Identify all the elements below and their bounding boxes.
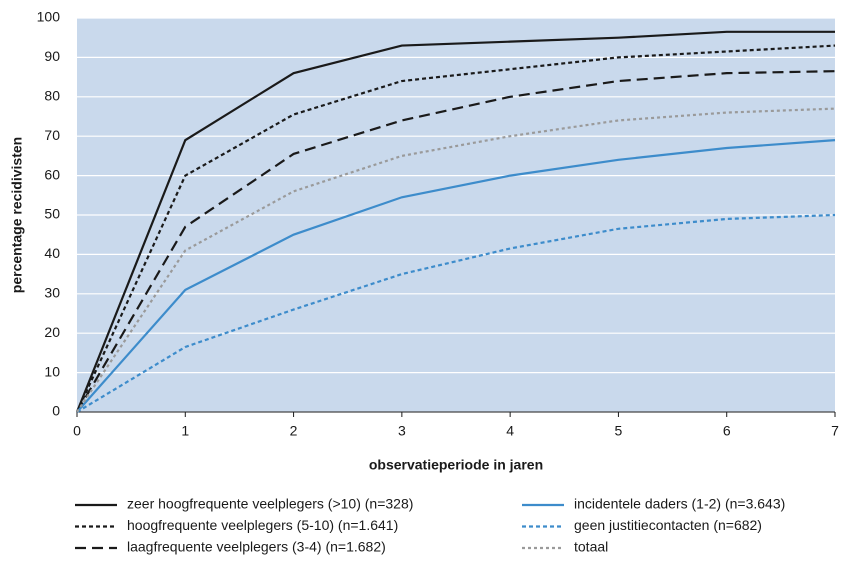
legend-label: incidentele daders (1-2) (n=3.643) xyxy=(574,496,785,512)
y-tick-label: 10 xyxy=(44,363,60,379)
series-line xyxy=(76,213,836,413)
legend-label: hoogfrequente veelplegers (5-10) (n=1.64… xyxy=(127,517,398,533)
legend-label: totaal xyxy=(574,539,608,555)
legend-label: laagfrequente veelplegers (3-4) (n=1.682… xyxy=(127,539,386,555)
x-tick-label: 2 xyxy=(290,423,298,439)
y-tick-label: 100 xyxy=(37,9,61,25)
series-line xyxy=(76,70,836,413)
y-tick-label: 80 xyxy=(44,88,60,104)
x-tick-label: 0 xyxy=(73,423,81,439)
x-axis-title: observatieperiode in jaren xyxy=(369,457,543,473)
x-tick-label: 7 xyxy=(831,423,839,439)
legend-label: geen justitiecontacten (n=682) xyxy=(574,517,762,533)
y-tick-label: 20 xyxy=(44,324,60,340)
y-tick-label: 90 xyxy=(44,48,60,64)
x-tick-label: 4 xyxy=(506,423,514,439)
y-tick-label: 60 xyxy=(44,166,60,182)
series-line xyxy=(76,107,836,413)
x-tick-label: 3 xyxy=(398,423,406,439)
x-tick-label: 1 xyxy=(181,423,189,439)
series-line xyxy=(75,30,835,413)
y-tick-label: 70 xyxy=(44,127,60,143)
y-tick-label: 0 xyxy=(52,403,60,419)
y-tick-label: 40 xyxy=(44,245,60,261)
x-tick-label: 6 xyxy=(723,423,731,439)
series-line xyxy=(75,44,836,413)
x-tick-label: 5 xyxy=(615,423,623,439)
legend-label: zeer hoogfrequente veelplegers (>10) (n=… xyxy=(127,496,413,512)
y-tick-label: 30 xyxy=(44,285,60,301)
y-axis-title: percentage recidivisten xyxy=(9,137,25,293)
y-tick-label: 50 xyxy=(44,206,60,222)
series-line xyxy=(76,139,836,413)
